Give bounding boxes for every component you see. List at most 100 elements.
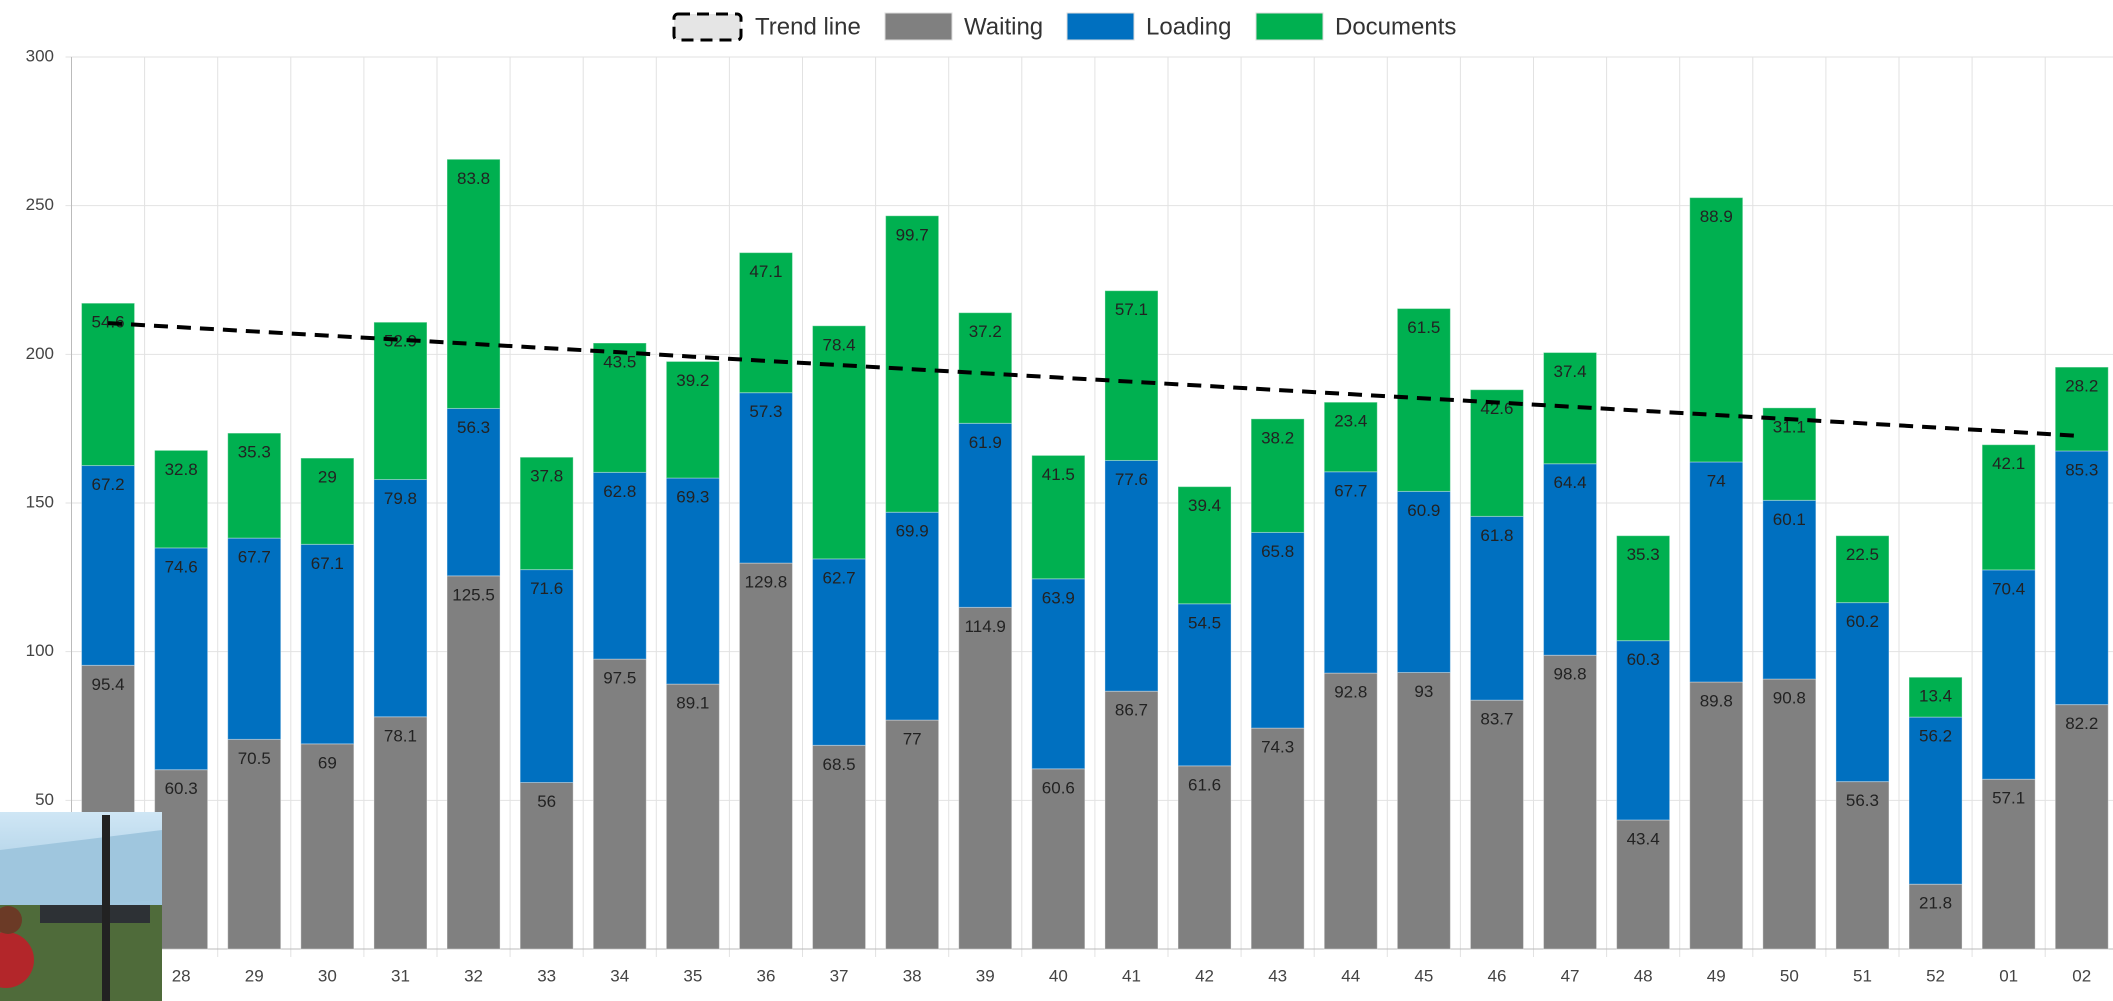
data-label: 67.7 [1334,481,1367,500]
bar-segment [1251,532,1304,728]
data-label: 74 [1707,471,1726,490]
data-label: 82.2 [2065,714,2098,733]
data-label: 69.9 [896,522,929,541]
x-tick-label: 43 [1268,966,1287,985]
data-label: 83.8 [457,169,490,188]
data-label: 60.3 [165,779,198,798]
data-label: 97.5 [603,669,636,688]
thumbnail-pole [102,815,110,1001]
data-label: 114.9 [965,617,1006,636]
data-label: 29 [318,468,337,487]
thumbnail-road [40,905,150,923]
bar-segment [593,659,646,949]
data-label: 61.6 [1188,775,1221,794]
x-tick-label: 39 [976,966,995,985]
x-tick-label: 02 [2072,966,2091,985]
legend-label: Trend line [755,13,861,40]
y-tick-label: 250 [26,195,54,214]
bar-segment [1982,570,2035,779]
bar-segment [666,478,719,684]
data-label: 64.4 [1554,473,1587,492]
bar-segment [886,512,939,720]
data-label: 61.5 [1407,318,1440,337]
bar-segment [1397,672,1450,949]
x-tick-label: 35 [683,966,702,985]
x-tick-label: 46 [1487,966,1506,985]
data-label: 93 [1414,682,1433,701]
bar-segment [1763,679,1816,949]
x-tick-label: 31 [391,966,410,985]
data-label: 57.1 [1115,300,1148,319]
data-label: 67.7 [238,548,271,567]
legend-label: Waiting [964,13,1043,40]
data-label: 61.8 [1480,526,1513,545]
thumbnail [0,812,162,1001]
data-label: 89.8 [1700,691,1733,710]
x-tick-label: 33 [537,966,556,985]
bar-segment [886,216,939,512]
data-label: 28.2 [2065,377,2098,396]
data-label: 32.8 [165,460,198,479]
data-label: 71.6 [530,579,563,598]
bar-segment [1324,472,1377,673]
data-label: 37.4 [1554,362,1587,381]
data-label: 67.1 [311,554,344,573]
data-label: 70.4 [1992,579,2025,598]
x-tick-label: 48 [1634,966,1653,985]
data-label: 23.4 [1334,412,1367,431]
legend-label: Documents [1335,13,1456,40]
bar-segment [447,576,500,949]
y-tick-label: 100 [26,641,54,660]
data-label: 99.7 [896,225,929,244]
data-label: 70.5 [238,749,271,768]
data-label: 88.9 [1700,207,1733,226]
data-label: 56.3 [1846,791,1879,810]
y-tick-label: 300 [26,46,54,65]
bar-segment [1690,198,1743,462]
data-label: 77 [903,730,922,749]
x-tick-label: 28 [172,966,191,985]
x-tick-label: 51 [1853,966,1872,985]
bar-segment [1544,655,1597,949]
data-label: 60.1 [1773,510,1806,529]
bar-segment [301,544,354,744]
legend-label: Loading [1146,13,1231,40]
data-label: 60.3 [1627,650,1660,669]
data-label: 42.1 [1992,454,2025,473]
data-label: 22.5 [1846,545,1879,564]
bar-segment [739,563,792,949]
bar-segment [1105,691,1158,949]
data-label: 74.6 [165,557,198,576]
bar-segment [1690,682,1743,949]
data-label: 86.7 [1115,701,1148,720]
bar-segment [82,466,135,666]
bar-segment [1251,728,1304,949]
legend-swatch [1067,13,1134,40]
data-label: 41.5 [1042,465,1075,484]
bar-segment [1324,673,1377,949]
x-tick-label: 47 [1561,966,1580,985]
y-tick-label: 200 [26,344,54,363]
data-label: 67.2 [92,475,125,494]
bar-segment [447,159,500,408]
x-tick-label: 52 [1926,966,1945,985]
data-label: 78.4 [823,335,856,354]
bar-segment [520,570,573,783]
bar-segment [228,538,281,739]
data-label: 77.6 [1115,470,1148,489]
x-tick-label: 30 [318,966,337,985]
data-label: 35.3 [238,443,271,462]
legend-swatch [885,13,952,40]
x-tick-label: 34 [610,966,629,985]
data-label: 54.5 [1188,613,1221,632]
data-label: 69.3 [676,488,709,507]
x-tick-label: 44 [1341,966,1360,985]
x-tick-label: 49 [1707,966,1726,985]
data-label: 92.8 [1334,683,1367,702]
bar-segment [2055,451,2108,705]
x-tick-label: 36 [756,966,775,985]
data-label: 61.9 [969,433,1002,452]
data-label: 47.1 [749,262,782,281]
x-tick-label: 32 [464,966,483,985]
x-tick-label: 40 [1049,966,1068,985]
